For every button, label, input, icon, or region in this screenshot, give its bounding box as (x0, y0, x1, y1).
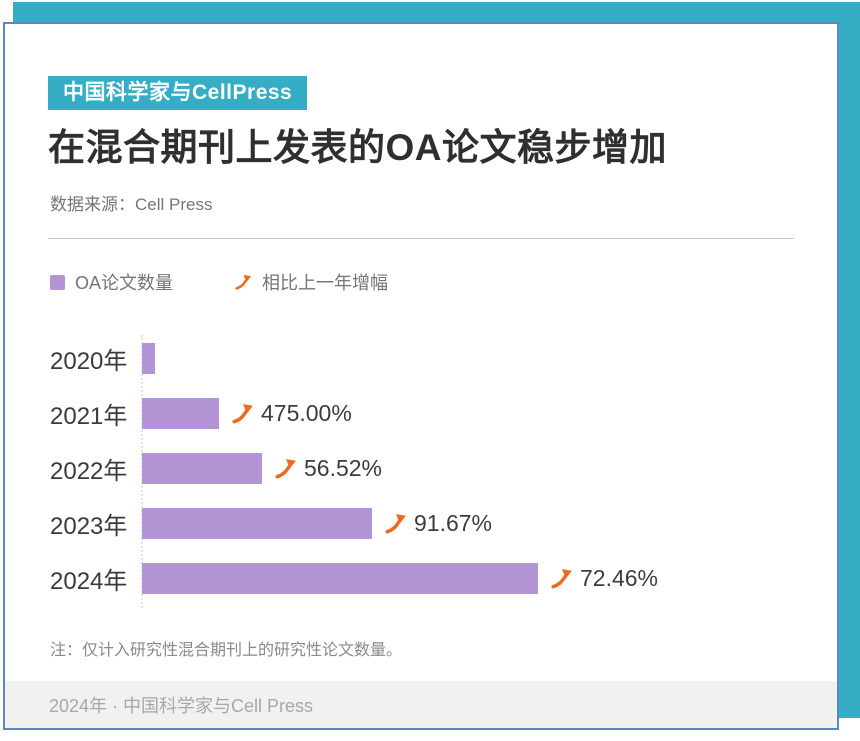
year-label: 2022年 (50, 458, 128, 486)
chart-row: 2024年 72.46% (5, 563, 837, 596)
bar (142, 563, 538, 595)
year-label: 2020年 (50, 348, 128, 376)
chart-row: 2022年 56.52% (5, 453, 837, 486)
chart-row: 2023年 91.67% (5, 508, 837, 541)
growth-arrow-icon (385, 513, 407, 535)
growth-arrow-icon (551, 568, 573, 590)
chart-row: 2020年 (5, 343, 837, 376)
footnote: 注：仅计入研究性混合期刊上的研究性论文数量。 (50, 642, 403, 660)
legend-bars-label: OA论文数量 (75, 273, 174, 294)
growth-value: 72.46% (580, 565, 659, 592)
growth-value: 91.67% (414, 510, 493, 537)
data-source: 数据来源：Cell Press (50, 195, 213, 215)
bar (142, 508, 372, 540)
brand-badge: 中国科学家与CellPress (48, 76, 308, 110)
divider (48, 238, 794, 240)
bar (142, 343, 155, 375)
bar-swatch-icon (50, 274, 65, 290)
legend: OA论文数量 相比上一年增幅 (50, 269, 837, 295)
growth-arrow-icon (235, 274, 252, 291)
bar (142, 398, 219, 430)
growth-arrow-icon (232, 403, 254, 425)
bar-chart: 2020年 2021年 475.00% 2022年 56.52% 2023年 91.67% 2… (5, 335, 837, 609)
growth-label: 475.00% (232, 400, 352, 427)
legend-growth-label: 相比上一年增幅 (262, 273, 389, 294)
growth-value: 56.52% (304, 455, 383, 482)
chart-rows: 2020年 2021年 475.00% 2022年 56.52% 2023年 91.67% 2… (5, 343, 837, 596)
year-label: 2024年 (50, 568, 128, 596)
growth-label: 91.67% (385, 510, 492, 537)
footer-text: 2024年 · 中国科学家与Cell Press (49, 695, 314, 716)
growth-value: 475.00% (261, 400, 352, 427)
year-label: 2023年 (50, 513, 128, 541)
legend-item-growth: 相比上一年增幅 (235, 269, 388, 295)
footer-bar: 2024年 · 中国科学家与Cell Press (5, 681, 837, 728)
growth-label: 56.52% (275, 455, 382, 482)
legend-item-bars: OA论文数量 (50, 269, 173, 295)
chart-row: 2021年 475.00% (5, 398, 837, 431)
infographic-card: 中国科学家与CellPress 在混合期刊上发表的OA论文稳步增加 数据来源：C… (3, 22, 839, 730)
growth-label: 72.46% (551, 565, 658, 592)
page-title: 在混合期刊上发表的OA论文稳步增加 (48, 127, 667, 168)
growth-arrow-icon (275, 458, 297, 480)
bar (142, 453, 262, 485)
year-label: 2021年 (50, 403, 128, 431)
